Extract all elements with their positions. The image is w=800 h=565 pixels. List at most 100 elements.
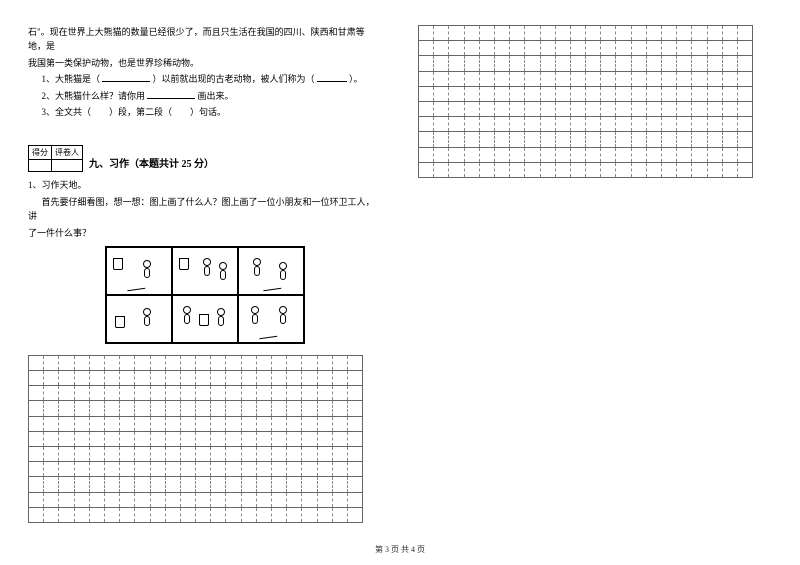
writing-cell[interactable] [347,507,362,522]
writing-cell[interactable] [419,71,434,86]
writing-cell[interactable] [89,477,104,492]
writing-cell[interactable] [211,477,226,492]
writing-cell[interactable] [525,86,540,101]
writing-cell[interactable] [707,26,722,41]
writing-cell[interactable] [419,101,434,116]
writing-cell[interactable] [59,507,74,522]
writing-cell[interactable] [165,447,180,462]
writing-cell[interactable] [434,162,449,177]
writing-cell[interactable] [540,56,555,71]
writing-cell[interactable] [555,71,570,86]
score-cell-score[interactable] [29,160,52,172]
writing-cell[interactable] [677,41,692,56]
writing-cell[interactable] [317,371,332,386]
writing-cell[interactable] [677,162,692,177]
writing-cell[interactable] [601,56,616,71]
writing-cell[interactable] [59,416,74,431]
writing-cell[interactable] [616,117,631,132]
writing-cell[interactable] [120,492,135,507]
writing-cell[interactable] [631,71,646,86]
writing-cell[interactable] [601,147,616,162]
writing-cell[interactable] [586,86,601,101]
writing-cell[interactable] [226,492,241,507]
writing-cell[interactable] [135,447,150,462]
writing-cell[interactable] [135,355,150,370]
writing-cell[interactable] [494,86,509,101]
writing-cell[interactable] [317,477,332,492]
writing-cell[interactable] [347,462,362,477]
writing-cell[interactable] [692,71,707,86]
writing-cell[interactable] [570,132,585,147]
writing-cell[interactable] [180,386,195,401]
writing-cell[interactable] [692,117,707,132]
writing-cell[interactable] [347,477,362,492]
writing-cell[interactable] [434,117,449,132]
writing-cell[interactable] [256,416,271,431]
writing-cell[interactable] [631,56,646,71]
writing-cell[interactable] [180,355,195,370]
writing-cell[interactable] [226,416,241,431]
writing-cell[interactable] [59,447,74,462]
writing-cell[interactable] [74,355,89,370]
writing-cell[interactable] [180,507,195,522]
writing-cell[interactable] [272,477,287,492]
writing-cell[interactable] [256,492,271,507]
writing-cell[interactable] [241,416,256,431]
writing-cell[interactable] [241,507,256,522]
writing-cell[interactable] [479,56,494,71]
writing-cell[interactable] [272,371,287,386]
writing-cell[interactable] [540,101,555,116]
writing-cell[interactable] [662,26,677,41]
writing-cell[interactable] [692,26,707,41]
writing-cell[interactable] [707,162,722,177]
writing-cell[interactable] [287,431,302,446]
writing-cell[interactable] [196,507,211,522]
writing-cell[interactable] [646,41,661,56]
writing-cell[interactable] [211,355,226,370]
writing-cell[interactable] [707,147,722,162]
writing-cell[interactable] [89,492,104,507]
writing-cell[interactable] [479,132,494,147]
writing-cell[interactable] [540,147,555,162]
writing-cell[interactable] [631,132,646,147]
writing-cell[interactable] [555,162,570,177]
writing-cell[interactable] [616,101,631,116]
writing-cell[interactable] [419,117,434,132]
writing-cell[interactable] [59,431,74,446]
writing-cell[interactable] [540,86,555,101]
writing-cell[interactable] [120,507,135,522]
writing-cell[interactable] [165,401,180,416]
writing-cell[interactable] [104,431,119,446]
writing-cell[interactable] [150,401,165,416]
writing-cell[interactable] [226,477,241,492]
writing-cell[interactable] [272,492,287,507]
writing-cell[interactable] [616,26,631,41]
writing-cell[interactable] [317,431,332,446]
writing-cell[interactable] [525,71,540,86]
writing-cell[interactable] [302,507,317,522]
writing-cell[interactable] [419,132,434,147]
writing-cell[interactable] [347,416,362,431]
writing-cell[interactable] [332,462,347,477]
writing-cell[interactable] [104,447,119,462]
writing-cell[interactable] [180,492,195,507]
writing-cell[interactable] [737,71,752,86]
writing-cell[interactable] [631,101,646,116]
writing-cell[interactable] [256,477,271,492]
writing-cell[interactable] [226,386,241,401]
writing-cell[interactable] [196,371,211,386]
writing-cell[interactable] [226,371,241,386]
writing-cell[interactable] [737,117,752,132]
writing-cell[interactable] [419,86,434,101]
writing-cell[interactable] [89,507,104,522]
writing-cell[interactable] [525,117,540,132]
writing-cell[interactable] [677,71,692,86]
writing-cell[interactable] [692,132,707,147]
writing-cell[interactable] [74,447,89,462]
writing-cell[interactable] [44,492,59,507]
writing-cell[interactable] [677,117,692,132]
writing-cell[interactable] [150,462,165,477]
writing-cell[interactable] [29,507,44,522]
writing-cell[interactable] [662,71,677,86]
writing-cell[interactable] [555,86,570,101]
